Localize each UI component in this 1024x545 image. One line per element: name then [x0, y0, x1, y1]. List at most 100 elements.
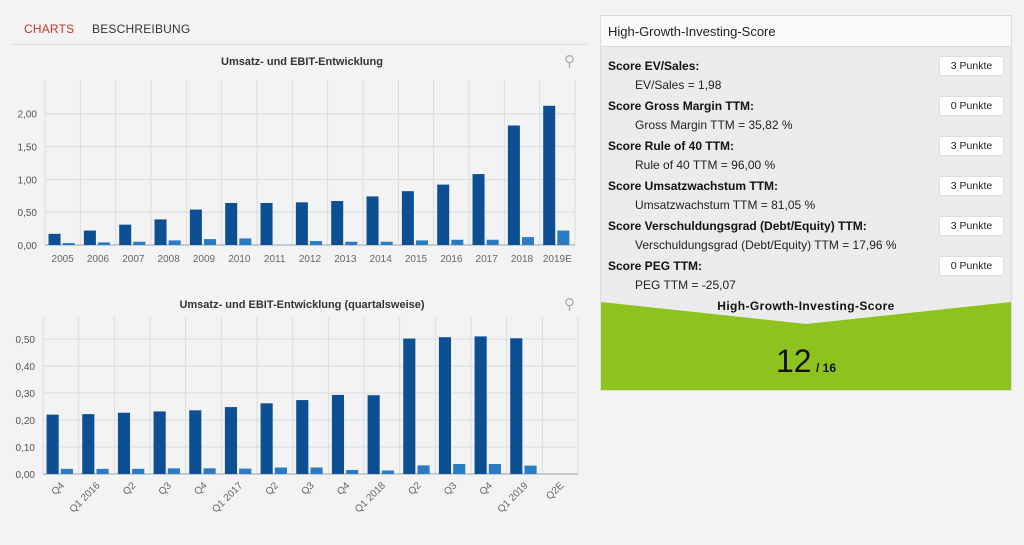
revenue-bar[interactable] — [48, 233, 61, 245]
ebit-bar[interactable] — [98, 242, 111, 245]
revenue-bar[interactable] — [474, 336, 487, 474]
points-badge: 3 Punkte — [939, 176, 1004, 196]
ebit-bar[interactable] — [345, 241, 358, 245]
revenue-bar[interactable] — [296, 400, 309, 474]
revenue-bar[interactable] — [260, 202, 273, 245]
ebit-bar[interactable] — [96, 468, 109, 474]
revenue-bar[interactable] — [510, 338, 523, 474]
x-tick-label: Q1 2017 — [210, 480, 245, 515]
ebit-bar[interactable] — [453, 464, 466, 474]
y-tick-label: 2,00 — [18, 110, 38, 121]
ebit-bar[interactable] — [557, 230, 570, 245]
x-tick-label: 2008 — [158, 254, 181, 265]
ebit-bar[interactable] — [203, 468, 216, 474]
revenue-bar[interactable] — [366, 196, 379, 245]
tab-charts[interactable]: CHARTS — [24, 22, 75, 36]
x-tick-label: Q1 2018 — [353, 480, 388, 515]
score-panel: High-Growth-Investing-Score Score EV/Sal… — [600, 15, 1012, 391]
x-tick-label: 2006 — [87, 254, 110, 265]
revenue-bar[interactable] — [225, 202, 238, 245]
y-tick-label: 0,20 — [16, 416, 36, 427]
ebit-bar[interactable] — [416, 240, 429, 245]
revenue-bar[interactable] — [543, 105, 556, 246]
ebit-bar[interactable] — [168, 240, 181, 245]
score-item-value: Umsatzwachstum TTM = 81,05 % — [635, 198, 816, 212]
ebit-bar[interactable] — [239, 238, 252, 245]
x-tick-label: 2017 — [476, 254, 499, 265]
score-item-label: Score Umsatzwachstum TTM: — [608, 179, 779, 193]
y-tick-label: 1,00 — [18, 175, 38, 186]
revenue-bar[interactable] — [224, 407, 238, 474]
x-tick-label: Q4 — [192, 480, 210, 498]
ebit-bar[interactable] — [167, 468, 180, 474]
revenue-bar[interactable] — [403, 338, 416, 474]
revenue-bar[interactable] — [401, 191, 414, 245]
revenue-bar[interactable] — [154, 219, 167, 245]
y-tick-label: 0,00 — [16, 470, 36, 481]
ebit-bar[interactable] — [133, 241, 146, 245]
revenue-bar[interactable] — [367, 395, 380, 474]
score-banner-shape — [601, 302, 1011, 390]
score-item-value: PEG TTM = -25,07 — [635, 278, 736, 292]
ebit-bar[interactable] — [488, 464, 501, 474]
revenue-bar[interactable] — [260, 403, 273, 474]
chart-annual: Umsatz- und EBIT-Entwicklung ⚲ 0,00 0,50 1… — [12, 52, 592, 282]
ebit-bar[interactable] — [60, 468, 73, 474]
revenue-bar[interactable] — [119, 224, 132, 245]
x-tick-label: 2016 — [440, 254, 463, 265]
revenue-bar[interactable] — [82, 414, 95, 474]
ebit-bar[interactable] — [204, 239, 217, 245]
ebit-bar[interactable] — [132, 468, 145, 474]
ebit-bar[interactable] — [451, 239, 464, 245]
x-tick-label: 2007 — [122, 254, 145, 265]
search-icon[interactable]: ⚲ — [564, 53, 575, 70]
points-badge: 0 Punkte — [939, 256, 1004, 276]
ebit-bar[interactable] — [417, 465, 430, 474]
ebit-bar[interactable] — [380, 241, 393, 245]
x-tick-label: Q3 — [442, 480, 460, 498]
revenue-bar[interactable] — [437, 184, 450, 245]
score-item-ev-sales: Score EV/Sales: EV/Sales = 1,98 3 Punkte — [608, 53, 1004, 93]
revenue-bar[interactable] — [117, 412, 131, 474]
revenue-bar[interactable] — [472, 174, 485, 245]
ebit-bar[interactable] — [486, 239, 499, 245]
ebit-bar[interactable] — [239, 468, 252, 474]
ebit-bar[interactable] — [310, 241, 323, 245]
ebit-bar[interactable] — [274, 467, 287, 474]
revenue-bar[interactable] — [189, 410, 202, 474]
score-item-label: Score PEG TTM: — [608, 259, 703, 273]
revenue-bar[interactable] — [438, 337, 452, 474]
revenue-bar[interactable] — [46, 414, 59, 474]
revenue-bar[interactable] — [83, 230, 96, 245]
total-score-max: / 16 — [816, 361, 837, 375]
points-badge: 3 Punkte — [939, 56, 1004, 76]
revenue-bar[interactable] — [507, 125, 520, 245]
x-tick-label: 2015 — [405, 254, 428, 265]
search-icon[interactable]: ⚲ — [564, 296, 575, 313]
ebit-bar[interactable] — [524, 465, 537, 474]
chart-quarterly: Umsatz- und EBIT-Entwicklung (quartalswe… — [12, 295, 592, 535]
ebit-bar[interactable] — [310, 467, 323, 474]
ebit-bar[interactable] — [522, 237, 535, 245]
ebit-bar[interactable] — [381, 470, 394, 474]
ebit-bar[interactable] — [346, 469, 359, 474]
revenue-bar[interactable] — [189, 209, 202, 245]
score-panel-header: High-Growth-Investing-Score — [601, 16, 1011, 47]
score-item-rule-of-40: Score Rule of 40 TTM: Rule of 40 TTM = 9… — [608, 133, 1004, 173]
y-tick-label: 0,50 — [16, 335, 36, 346]
revenue-bar[interactable] — [295, 202, 308, 245]
score-item-value: EV/Sales = 1,98 — [635, 78, 722, 92]
total-score: 12 / 16 — [601, 343, 1011, 380]
revenue-bar[interactable] — [153, 411, 166, 474]
ebit-bar[interactable] — [62, 243, 75, 245]
tab-description[interactable]: BESCHREIBUNG — [92, 22, 191, 36]
score-panel-title: High-Growth-Investing-Score — [608, 24, 776, 39]
summary-title: High-Growth-Investing-Score — [717, 299, 895, 313]
revenue-bar[interactable] — [331, 201, 344, 245]
points-badge: 0 Punkte — [939, 96, 1004, 116]
x-tick-label: Q1 2016 — [68, 480, 103, 515]
x-tick-label: 2019E — [543, 254, 572, 265]
y-tick-label: 0,50 — [18, 208, 38, 219]
revenue-bar[interactable] — [331, 394, 345, 474]
